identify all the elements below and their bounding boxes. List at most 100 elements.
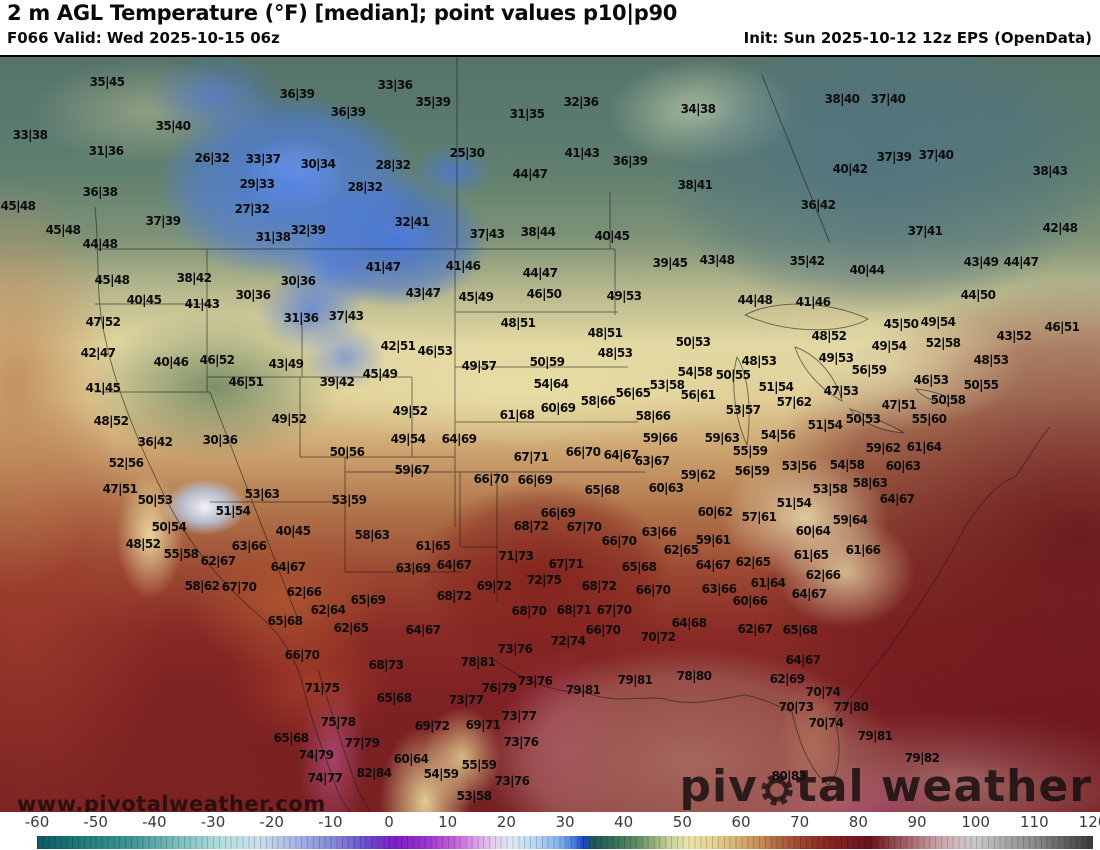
point-value: 59|63 (704, 431, 740, 445)
point-value: 57|61 (741, 510, 777, 524)
colorbar-tick: 50 (672, 813, 692, 831)
point-value: 56|65 (615, 386, 651, 400)
point-value: 46|51 (1044, 320, 1080, 334)
point-value: 47|51 (102, 482, 138, 496)
point-value: 62|67 (737, 622, 773, 636)
point-value: 41|43 (184, 297, 220, 311)
point-value: 67|70 (596, 603, 632, 617)
point-value: 70|72 (640, 630, 676, 644)
point-value: 28|32 (375, 158, 411, 172)
colorbar-tick: 40 (614, 813, 634, 831)
point-value: 31|36 (88, 144, 124, 158)
point-value: 60|63 (885, 459, 921, 473)
point-value: 59|67 (394, 463, 430, 477)
point-value: 43|52 (996, 329, 1032, 343)
point-value: 48|53 (741, 354, 777, 368)
point-value: 50|53 (137, 493, 173, 507)
colorbar-tick: -50 (83, 813, 108, 831)
point-value: 53|57 (725, 403, 761, 417)
point-value: 25|30 (449, 146, 485, 160)
point-value: 77|79 (344, 736, 380, 750)
point-value: 38|40 (824, 92, 860, 106)
point-value: 45|48 (0, 199, 36, 213)
point-value: 62|66 (805, 568, 841, 582)
point-value: 40|44 (849, 263, 885, 277)
colorbar-tick: 80 (848, 813, 868, 831)
point-value: 33|38 (12, 128, 48, 142)
point-value: 42|48 (1042, 221, 1078, 235)
point-value: 40|46 (153, 355, 189, 369)
point-value: 44|50 (960, 288, 996, 302)
point-value: 55|60 (911, 412, 947, 426)
point-value: 39|45 (652, 256, 688, 270)
colorbar-tick: -60 (24, 813, 50, 831)
point-value: 62|65 (663, 543, 699, 557)
point-value: 58|62 (184, 579, 220, 593)
point-value: 37|40 (870, 92, 906, 106)
point-value: 30|36 (280, 274, 316, 288)
point-value: 48|53 (597, 346, 633, 360)
point-value: 58|66 (580, 394, 616, 408)
point-value: 34|38 (680, 102, 716, 116)
point-value: 59|66 (642, 431, 678, 445)
colorbar-tick: 70 (790, 813, 810, 831)
point-value: 62|65 (735, 555, 771, 569)
point-value: 66|70 (601, 534, 637, 548)
point-value: 61|68 (499, 408, 535, 422)
point-value: 66|70 (565, 445, 601, 459)
point-value: 58|63 (354, 528, 390, 542)
point-value: 69|72 (476, 579, 512, 593)
point-value: 48|52 (811, 329, 847, 343)
point-value: 48|51 (587, 326, 623, 340)
point-value: 68|73 (368, 658, 404, 672)
point-value: 49|52 (392, 404, 428, 418)
point-value: 72|74 (550, 634, 586, 648)
point-value: 55|59 (732, 444, 768, 458)
point-value: 64|67 (879, 492, 915, 506)
point-value: 38|41 (677, 178, 713, 192)
point-value: 37|43 (469, 227, 505, 241)
point-value: 68|72 (436, 589, 472, 603)
point-value: 50|59 (529, 355, 565, 369)
point-value: 43|49 (268, 357, 304, 371)
point-value: 45|49 (458, 290, 494, 304)
point-value: 49|57 (461, 359, 497, 373)
point-value: 51|54 (776, 496, 812, 510)
colorbar-tick: 60 (731, 813, 751, 831)
point-value: 26|32 (194, 151, 230, 165)
point-value: 73|76 (517, 674, 553, 688)
page-title: 2 m AGL Temperature (°F) [median]; point… (7, 1, 678, 25)
point-value: 62|67 (200, 554, 236, 568)
point-value: 36|42 (137, 435, 173, 449)
point-value: 42|51 (380, 339, 416, 353)
point-value: 49|52 (271, 412, 307, 426)
point-value: 65|68 (621, 560, 657, 574)
point-value: 54|58 (829, 458, 865, 472)
point-value: 35|39 (415, 95, 451, 109)
point-value: 54|59 (423, 767, 459, 781)
point-value: 66|69 (540, 506, 576, 520)
point-value: 38|44 (520, 225, 556, 239)
gear-icon (759, 772, 795, 808)
point-value: 33|37 (245, 152, 281, 166)
point-value: 69|71 (465, 718, 501, 732)
point-value: 50|53 (675, 335, 711, 349)
point-value: 59|62 (865, 441, 901, 455)
point-value: 31|38 (255, 230, 291, 244)
point-value: 51|54 (807, 418, 843, 432)
init-time-label: Init: Sun 2025-10-12 12z EPS (OpenData) (743, 29, 1092, 47)
point-value: 68|71 (556, 603, 592, 617)
point-value: 43|48 (699, 253, 735, 267)
point-value: 40|45 (275, 524, 311, 538)
logo-text-post: tal weather (795, 761, 1092, 812)
point-value: 30|34 (300, 157, 336, 171)
point-value: 36|42 (800, 198, 836, 212)
point-value: 74|77 (307, 771, 343, 785)
point-value: 48|52 (125, 537, 161, 551)
point-value: 32|36 (563, 95, 599, 109)
point-value: 53|56 (781, 459, 817, 473)
point-value: 31|36 (283, 311, 319, 325)
point-value: 71|73 (498, 549, 534, 563)
colorbar-tick: -10 (318, 813, 343, 831)
colorbar-tick: -30 (200, 813, 226, 831)
